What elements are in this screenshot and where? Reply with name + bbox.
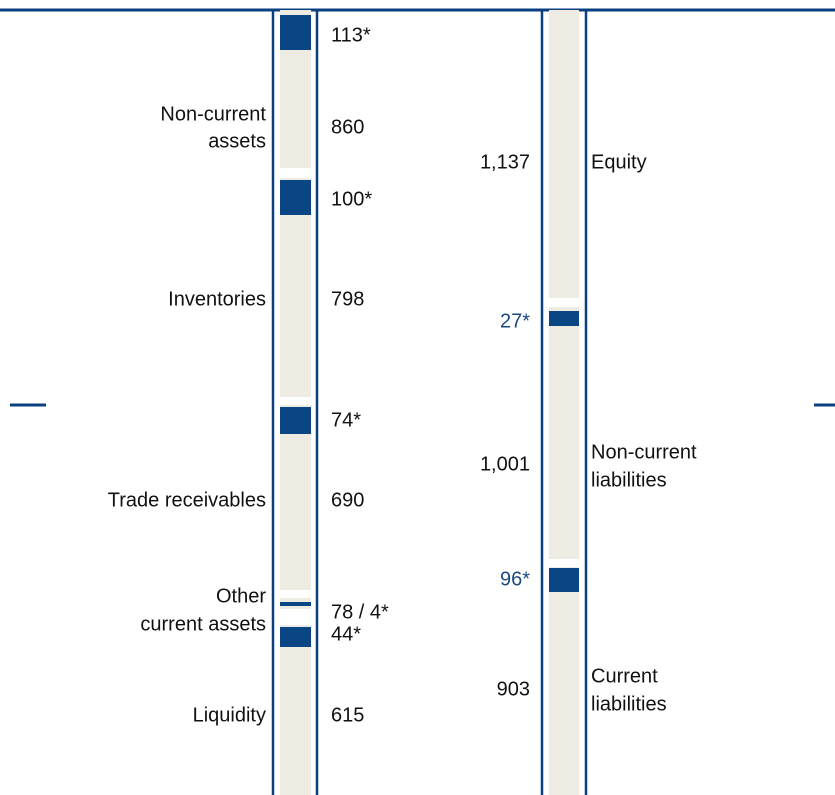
asset-label: current assets (140, 613, 266, 635)
asset-adjustment: 74* (331, 409, 361, 431)
liability-value: 1,001 (480, 453, 530, 475)
liability-label: Equity (591, 151, 647, 173)
adjustment-block (280, 180, 311, 215)
liability-value: 903 (497, 678, 530, 700)
liability-label: Non-current (591, 441, 697, 463)
liability-value: 1,137 (480, 151, 530, 173)
asset-label: assets (208, 130, 266, 152)
adjustment-block (549, 568, 579, 592)
asset-label: Other (216, 585, 266, 607)
asset-adjustment: 100* (331, 188, 372, 210)
liability-adjustment: 96* (500, 568, 530, 590)
asset-label: Non-current (160, 103, 266, 125)
asset-value: 78 / 4* (331, 601, 389, 623)
asset-label: Liquidity (193, 704, 266, 726)
adjustment-block (549, 311, 579, 326)
adjustment-block (280, 602, 311, 606)
liability-label: Current (591, 665, 658, 687)
asset-value: 615 (331, 704, 364, 726)
asset-adjustment: 113* (331, 24, 371, 46)
adjustment-block (280, 627, 311, 647)
liability-label: liabilities (591, 693, 667, 715)
adjustment-block (280, 15, 311, 50)
liability-label: liabilities (591, 469, 667, 491)
asset-adjustment: 44* (331, 623, 361, 645)
asset-label: Inventories (168, 288, 266, 310)
asset-value: 860 (331, 116, 364, 138)
asset-value: 798 (331, 288, 364, 310)
asset-label: Trade receivables (108, 489, 266, 511)
liability-adjustment: 27* (500, 310, 530, 332)
asset-value: 690 (331, 489, 364, 511)
adjustment-block (280, 407, 311, 434)
frame (0, 8, 835, 795)
